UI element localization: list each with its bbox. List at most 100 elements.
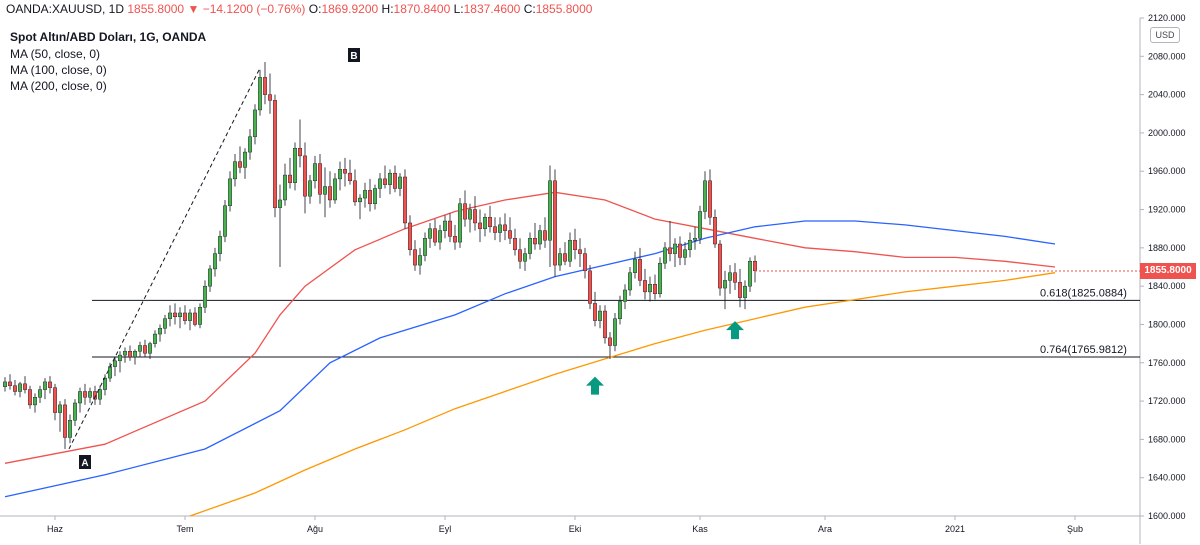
chart-title[interactable]: Spot Altın/ABD Doları, 1G, OANDA	[10, 30, 207, 44]
candle	[3, 377, 7, 392]
candle	[418, 247, 423, 275]
candle	[288, 157, 293, 189]
candle-body	[318, 163, 323, 195]
candle	[373, 184, 378, 210]
legend-ma100[interactable]: MA (100, close, 0)	[10, 63, 107, 77]
candle	[643, 268, 648, 300]
candle-body	[713, 216, 718, 245]
candle	[7, 374, 12, 390]
candle	[468, 203, 473, 233]
candle	[433, 219, 438, 246]
candle	[683, 242, 688, 266]
legend-ma50[interactable]: MA (50, close, 0)	[10, 47, 101, 61]
candle-body	[202, 285, 207, 308]
candle-body	[162, 318, 167, 329]
price-axis[interactable]: 1600.000 1640.000 1680.000 1720.000 1760.000…	[1140, 13, 1186, 521]
candle	[573, 228, 578, 260]
candle-body	[38, 389, 43, 398]
last-price-badge: 1855.8000	[1140, 263, 1196, 280]
candle	[63, 399, 68, 449]
candle-body	[252, 109, 257, 137]
candle	[523, 247, 528, 271]
candle-body	[538, 230, 543, 245]
candle-body	[358, 197, 363, 203]
candle-body	[743, 285, 748, 298]
candle	[28, 385, 33, 409]
currency-badge[interactable]: USD	[1150, 27, 1180, 43]
candle	[623, 284, 628, 310]
price-tick-label: 1680.000	[1148, 434, 1186, 444]
plot-area	[0, 18, 1141, 544]
candle-body	[548, 180, 553, 241]
legend-ma200[interactable]: MA (200, close, 0)	[10, 79, 107, 93]
time-tick-label: Ağu	[307, 524, 323, 534]
candle-body	[423, 238, 428, 256]
candle-body	[53, 387, 58, 413]
candle	[748, 257, 753, 292]
candle	[92, 385, 97, 405]
low-label: L:	[453, 2, 464, 16]
candle-body	[293, 148, 298, 183]
candle-body	[137, 345, 142, 352]
candle	[728, 265, 733, 294]
candle	[263, 62, 268, 105]
candle	[157, 324, 162, 342]
candle-body	[433, 228, 438, 243]
candle	[318, 153, 323, 204]
candle	[588, 265, 593, 310]
candle	[668, 221, 673, 262]
candle-body	[583, 253, 588, 272]
candle-body	[578, 249, 583, 254]
candle	[393, 165, 398, 193]
candle	[328, 171, 333, 208]
candle	[187, 309, 192, 331]
candle-body	[288, 174, 293, 183]
candle-body	[338, 169, 343, 180]
candle	[167, 305, 172, 327]
candle	[608, 332, 613, 359]
candle	[703, 171, 708, 220]
candle-body	[393, 172, 398, 189]
candle	[378, 173, 383, 199]
candle-body	[212, 253, 217, 270]
candle	[733, 263, 738, 290]
candle-body	[97, 389, 102, 400]
candle-body	[333, 178, 338, 201]
candle-body	[468, 209, 473, 220]
candle-body	[523, 253, 528, 262]
price-tick-label: 2000.000	[1148, 128, 1186, 138]
candle	[478, 209, 483, 243]
candle	[603, 305, 608, 344]
candle	[303, 142, 308, 214]
candle-body	[698, 211, 703, 239]
candle-body	[242, 151, 247, 168]
price-tick-label: 1840.000	[1148, 281, 1186, 291]
candle-body	[513, 238, 518, 250]
candle-body	[688, 239, 693, 250]
candle	[553, 169, 558, 277]
candle	[177, 307, 182, 329]
candle-body	[323, 186, 328, 195]
candle	[48, 376, 53, 394]
candle	[688, 232, 693, 258]
candle	[403, 169, 408, 229]
candle	[12, 380, 17, 396]
time-axis[interactable]: Haz Tem Ağu Eyl Eki Kas Ara 2021 Şub	[47, 516, 1083, 534]
candle-body	[227, 178, 232, 206]
candle	[313, 155, 318, 189]
candle-body	[598, 310, 603, 321]
candle-body	[58, 404, 63, 413]
candle	[237, 146, 242, 174]
candle-body	[72, 402, 77, 421]
candle-body	[403, 176, 408, 224]
symbol-name[interactable]: OANDA:XAUUSD, 1D	[6, 2, 125, 16]
candle	[358, 194, 363, 220]
candle-body	[33, 397, 38, 406]
candle-body	[187, 312, 192, 321]
price-tick-label: 2080.000	[1148, 51, 1186, 61]
low-value: 1837.4600	[463, 2, 521, 16]
candle	[483, 213, 488, 237]
candle	[618, 295, 623, 325]
candle	[308, 175, 313, 204]
